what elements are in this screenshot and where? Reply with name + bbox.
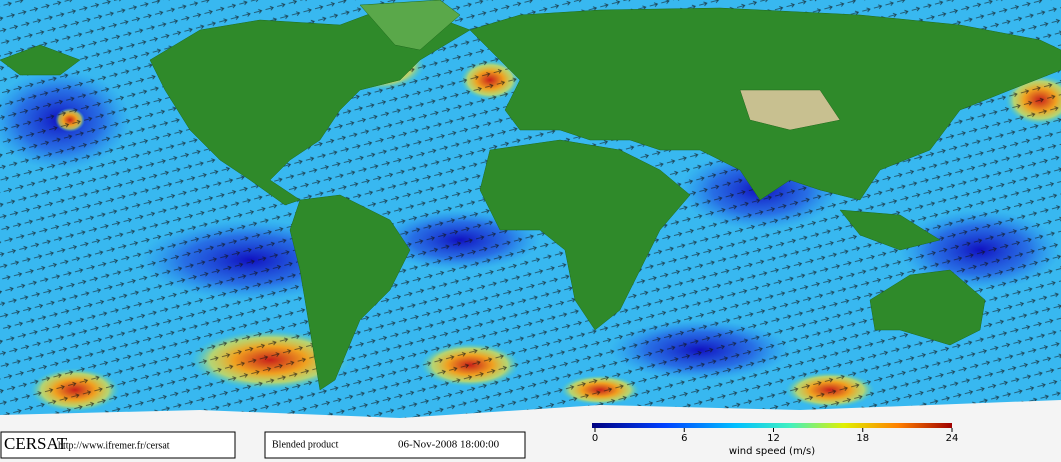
colorbar-scale [592, 423, 952, 428]
land [0, 0, 1061, 391]
url: http://www.ifremer.fr/cersat [58, 440, 170, 451]
colorbar: wind speed (m/s) 0 6 12 18 24 [592, 423, 959, 457]
product: Blended product [272, 439, 339, 450]
colorbar-tick-label: 12 [767, 433, 780, 444]
colorbar-tick-label: 18 [856, 433, 869, 444]
source-box [0, 431, 236, 459]
colorbar-tick-label: 6 [681, 433, 687, 444]
timestamp: 06-Nov-2008 18:00:00 [398, 439, 500, 451]
source: CERSAT [4, 434, 68, 453]
colorbar-tick-label: 24 [946, 433, 959, 444]
footer: CERSAT http://www.ifremer.fr/cersat Blen… [0, 431, 526, 459]
colorbar-tick-label: 0 [592, 433, 598, 444]
colorbar-label: wind speed (m/s) [729, 446, 815, 457]
product-box [264, 431, 526, 459]
